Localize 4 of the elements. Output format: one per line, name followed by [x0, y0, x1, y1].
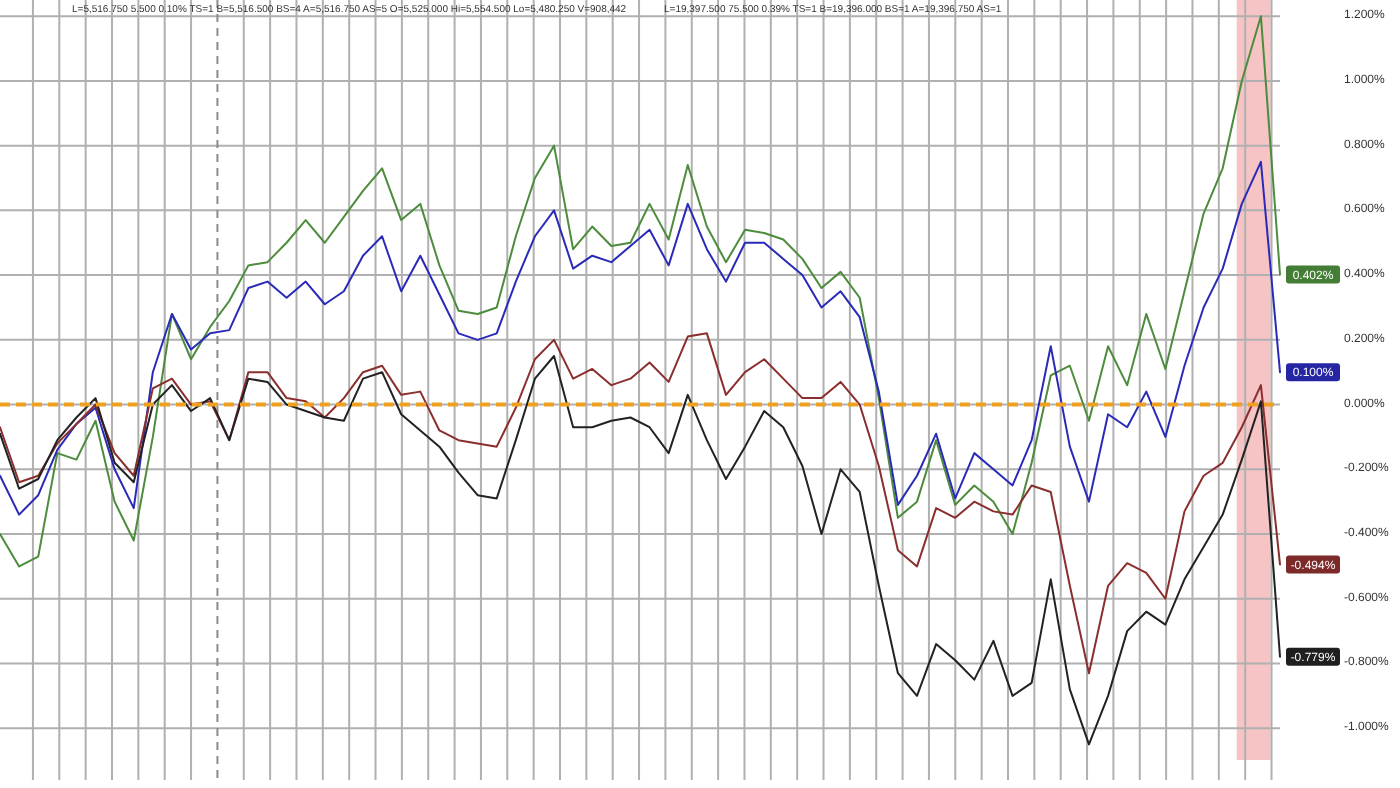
line-series [0, 332, 1281, 675]
line-series [0, 15, 1281, 568]
line-series [0, 355, 1281, 746]
line-series [0, 160, 1281, 516]
